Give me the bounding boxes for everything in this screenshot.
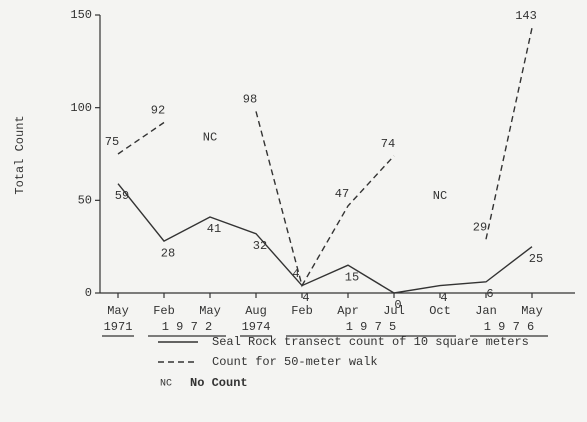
series-line [255, 111, 395, 288]
legend-note: No Count [190, 376, 248, 390]
x-tick-label: Oct [429, 304, 451, 318]
year-label: 1 9 7 5 [346, 320, 396, 334]
data-label: 15 [345, 270, 359, 284]
x-tick-label: Jul [383, 304, 405, 318]
x-tick-label: Apr [337, 304, 359, 318]
x-tick-label: Jan [475, 304, 497, 318]
data-label: 98 [243, 93, 257, 107]
series-line [117, 121, 165, 155]
data-label: 74 [381, 137, 395, 151]
x-tick-label: May [107, 304, 129, 318]
x-tick-label: Feb [153, 304, 175, 318]
data-label: 59 [115, 189, 129, 203]
data-label: 4 [440, 291, 447, 305]
data-label: 41 [207, 222, 221, 236]
x-tick-label: May [521, 304, 543, 318]
data-label: 29 [473, 220, 487, 234]
data-label: 4 [292, 267, 299, 281]
annotation: NC [203, 131, 217, 145]
series-line [485, 27, 533, 240]
legend-label: Seal Rock transect count of 10 square me… [212, 335, 529, 349]
y-tick-label: 50 [78, 194, 92, 208]
data-label: 92 [151, 104, 165, 118]
data-label: 47 [335, 187, 349, 201]
y-tick-label: 150 [70, 8, 92, 22]
data-label: 25 [529, 252, 543, 266]
data-label: 0 [394, 298, 401, 312]
year-label: 1971 [104, 320, 133, 334]
annotation: NC [433, 189, 447, 203]
data-label: 32 [253, 239, 267, 253]
y-axis-label: Total Count [13, 115, 27, 194]
data-label: 143 [515, 9, 537, 23]
legend-key: NC [160, 379, 172, 390]
year-label: 1974 [242, 320, 271, 334]
year-label: 1 9 7 2 [162, 320, 212, 334]
y-tick-label: 100 [70, 101, 92, 115]
x-tick-label: May [199, 304, 221, 318]
series-line [117, 183, 533, 294]
data-label: 4 [302, 291, 309, 305]
legend-label: Count for 50-meter walk [212, 355, 378, 369]
x-tick-label: Feb [291, 304, 313, 318]
y-tick-label: 0 [85, 286, 92, 300]
year-label: 1 9 7 6 [484, 320, 534, 334]
data-label: 6 [486, 287, 493, 301]
data-label: 28 [161, 246, 175, 260]
x-tick-label: Aug [245, 304, 267, 318]
data-label: 75 [105, 135, 119, 149]
